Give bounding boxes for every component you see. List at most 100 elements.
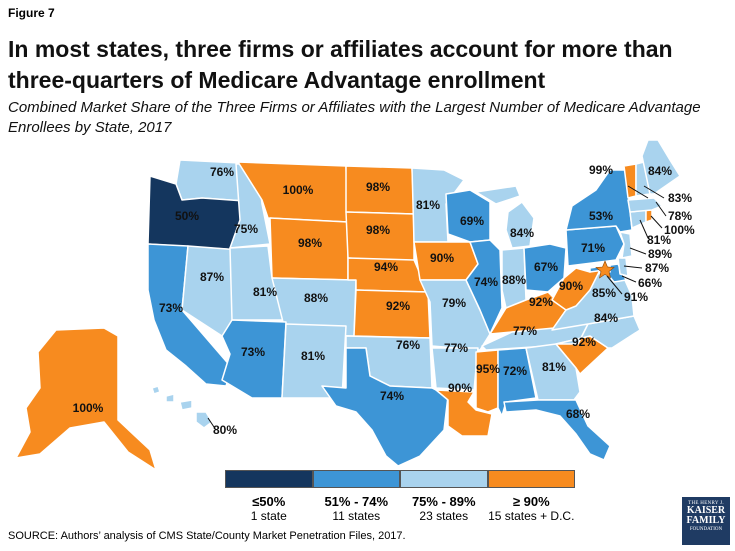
state-label-NH: 83% [668, 191, 692, 205]
state-label-ND: 98% [366, 180, 390, 194]
legend-item-2: 51% - 74% 11 states [313, 494, 401, 524]
legend-swatch-2 [312, 470, 400, 488]
state-FL [503, 399, 611, 461]
state-label-ID: 75% [234, 222, 258, 236]
state-KS [353, 289, 431, 339]
chart-title: In most states, three firms or affiliate… [8, 36, 673, 93]
state-label-GA: 81% [542, 360, 566, 374]
state-label-AL: 72% [503, 364, 527, 378]
logo-line-2: KAISER [686, 505, 726, 516]
state-label-WV: 90% [559, 279, 583, 293]
logo-line-3: FAMILY [686, 515, 726, 526]
state-label-MN: 81% [416, 198, 440, 212]
legend-swatch-3 [400, 470, 488, 488]
state-label-FL: 68% [566, 407, 590, 421]
state-MA [627, 197, 663, 213]
state-label-NY: 53% [589, 209, 613, 223]
legend-range-1: ≤50% [252, 494, 286, 509]
state-label-MI: 84% [510, 226, 534, 240]
state-label-DC: 91% [624, 290, 648, 304]
state-label-AK: 100% [73, 401, 104, 415]
legend-count-3: 23 states [419, 509, 469, 523]
state-label-IL: 74% [474, 275, 498, 289]
state-label-RI: 100% [664, 223, 695, 237]
state-label-LA: 90% [448, 381, 472, 395]
state-AZ [221, 319, 287, 399]
state-label-NE: 94% [374, 260, 398, 274]
legend-range-2: 51% - 74% [324, 494, 389, 509]
state-label-MA: 78% [668, 209, 692, 223]
legend: ≤50% 1 state 51% - 74% 11 states 75% - 8… [225, 470, 575, 524]
state-label-AR: 77% [444, 341, 468, 355]
state-label-UT: 81% [253, 285, 277, 299]
legend-item-1: ≤50% 1 state [225, 494, 313, 524]
state-label-MO: 79% [442, 296, 466, 310]
figure-label: Figure 7 [8, 6, 55, 20]
state-label-ME: 84% [648, 164, 672, 178]
legend-range-4: ≥ 90% [512, 494, 550, 509]
state-label-TX: 74% [380, 389, 404, 403]
state-label-VA: 85% [592, 286, 616, 300]
state-label-NC: 84% [594, 311, 618, 325]
state-SD [345, 211, 415, 263]
leader-lines [207, 185, 667, 428]
state-label-PA: 71% [581, 241, 605, 255]
state-label-WA: 76% [210, 165, 234, 179]
legend-count-1: 1 state [250, 509, 287, 523]
state-label-MS: 95% [476, 362, 500, 376]
state-label-HI: 80% [213, 423, 237, 437]
state-label-NV: 87% [200, 270, 224, 284]
state-label-KS: 92% [386, 299, 410, 313]
logo-line-4: FOUNDATION [689, 527, 723, 532]
state-labels: 76% 50% 73% 75% 87% 100% 98% 81% 88% 73%… [73, 163, 695, 437]
legend-range-3: 75% - 89% [411, 494, 476, 509]
state-label-OK: 76% [396, 338, 420, 352]
state-MI [475, 185, 535, 249]
state-label-CO: 88% [304, 291, 328, 305]
legend-count-2: 11 states [332, 509, 381, 523]
state-label-SD: 98% [366, 223, 390, 237]
logo-line-1: THE HENRY J. [688, 501, 724, 506]
state-shapes [15, 140, 681, 470]
state-label-AZ: 73% [241, 345, 265, 359]
state-ME [641, 140, 681, 195]
state-label-NJ: 89% [648, 247, 672, 261]
state-label-CA: 73% [159, 301, 183, 315]
legend-swatch-1 [225, 470, 313, 488]
state-MS [475, 349, 499, 413]
legend-color-bars [225, 470, 575, 488]
state-label-IN: 88% [502, 273, 526, 287]
legend-swatch-4 [487, 470, 575, 488]
state-WV [551, 265, 603, 311]
state-NJ [619, 231, 633, 259]
state-label-OH: 67% [534, 260, 558, 274]
state-DE [617, 257, 629, 277]
state-label-WY: 98% [298, 236, 322, 250]
us-map: 76% 50% 73% 75% 87% 100% 98% 81% 88% 73%… [15, 140, 695, 470]
state-TX [321, 347, 449, 467]
state-label-MD: 66% [638, 276, 662, 290]
kff-logo: THE HENRY J. KAISER FAMILY FOUNDATION [682, 497, 730, 545]
state-label-OR: 50% [175, 209, 199, 223]
state-label-DE: 87% [645, 261, 669, 275]
state-HI [151, 385, 213, 429]
state-label-NM: 81% [301, 349, 325, 363]
legend-count-4: 15 states + D.C. [488, 509, 575, 523]
state-label-SC: 92% [572, 335, 596, 349]
state-label-IA: 90% [430, 251, 454, 265]
state-label-MT: 100% [283, 183, 314, 197]
state-label-TN: 77% [513, 324, 537, 338]
state-label-WI: 69% [460, 214, 484, 228]
dc-star [595, 260, 615, 279]
state-CT [629, 209, 647, 229]
state-LA [435, 389, 493, 437]
chart-subtitle: Combined Market Share of the Three Firms… [8, 99, 701, 136]
legend-item-3: 75% - 89% 23 states [400, 494, 488, 524]
source-note: SOURCE: Authors’ analysis of CMS State/C… [8, 530, 406, 542]
legend-item-4: ≥ 90% 15 states + D.C. [488, 494, 576, 524]
state-AR [431, 347, 479, 391]
state-AK [15, 327, 157, 470]
state-label-VT: 99% [589, 163, 613, 177]
state-label-CT: 81% [647, 233, 671, 247]
state-label-KY: 92% [529, 295, 553, 309]
